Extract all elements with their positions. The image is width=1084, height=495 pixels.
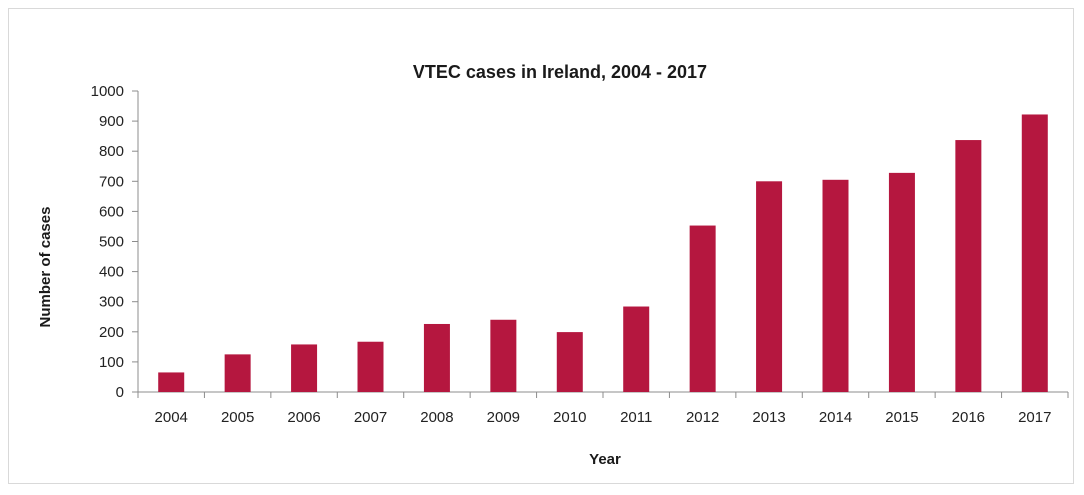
bar-2012 xyxy=(689,225,716,392)
x-tick-label: 2013 xyxy=(752,409,785,426)
x-tick-label: 2006 xyxy=(287,409,320,426)
bar-2008 xyxy=(423,323,450,392)
bar-2013 xyxy=(756,181,783,392)
x-tick-label: 2017 xyxy=(1018,409,1051,426)
bar-2014 xyxy=(822,179,849,392)
x-tick-label: 2016 xyxy=(952,409,985,426)
x-tick-label: 2004 xyxy=(155,409,188,426)
bar-2015 xyxy=(888,172,915,392)
y-tick-label: 500 xyxy=(99,234,124,251)
y-tick-label: 600 xyxy=(99,203,124,220)
x-tick-label: 2008 xyxy=(420,409,453,426)
y-tick-label: 700 xyxy=(99,173,124,190)
y-tick-label: 1000 xyxy=(91,83,124,100)
bar-2017 xyxy=(1021,114,1048,392)
x-tick-label: 2005 xyxy=(221,409,254,426)
x-tick-label: 2007 xyxy=(354,409,387,426)
x-tick-label: 2014 xyxy=(819,409,852,426)
x-tick-label: 2010 xyxy=(553,409,586,426)
y-tick-label: 800 xyxy=(99,143,124,160)
y-tick-label: 300 xyxy=(99,294,124,311)
x-axis-title: Year xyxy=(589,451,621,468)
y-axis-title: Number of cases xyxy=(37,207,54,328)
bar-2010 xyxy=(556,332,583,392)
bar-2007 xyxy=(357,341,384,392)
y-tick-label: 400 xyxy=(99,264,124,281)
bar-2005 xyxy=(224,354,251,392)
y-tick-label: 900 xyxy=(99,113,124,130)
bars-group xyxy=(158,114,1048,392)
chart-title: VTEC cases in Ireland, 2004 - 2017 xyxy=(413,62,707,82)
y-tick-label: 200 xyxy=(99,324,124,341)
x-tick-label: 2015 xyxy=(885,409,918,426)
bar-2006 xyxy=(291,344,318,392)
y-tick-label: 0 xyxy=(116,384,124,401)
bar-2016 xyxy=(955,140,982,392)
bar-2009 xyxy=(490,319,517,392)
y-tick-label: 100 xyxy=(99,354,124,371)
bar-2011 xyxy=(623,306,650,392)
bar-2004 xyxy=(158,372,185,392)
y-axis: 0 100 200 300 400 500 600 700 800 900 1000 xyxy=(91,83,139,401)
x-axis: 2004 2005 2006 2007 2008 2009 2010 2011 2012 2013… xyxy=(137,391,1069,426)
x-tick-label: 2011 xyxy=(620,409,652,426)
x-tick-label: 2012 xyxy=(686,409,719,426)
x-tick-label: 2009 xyxy=(487,409,520,426)
